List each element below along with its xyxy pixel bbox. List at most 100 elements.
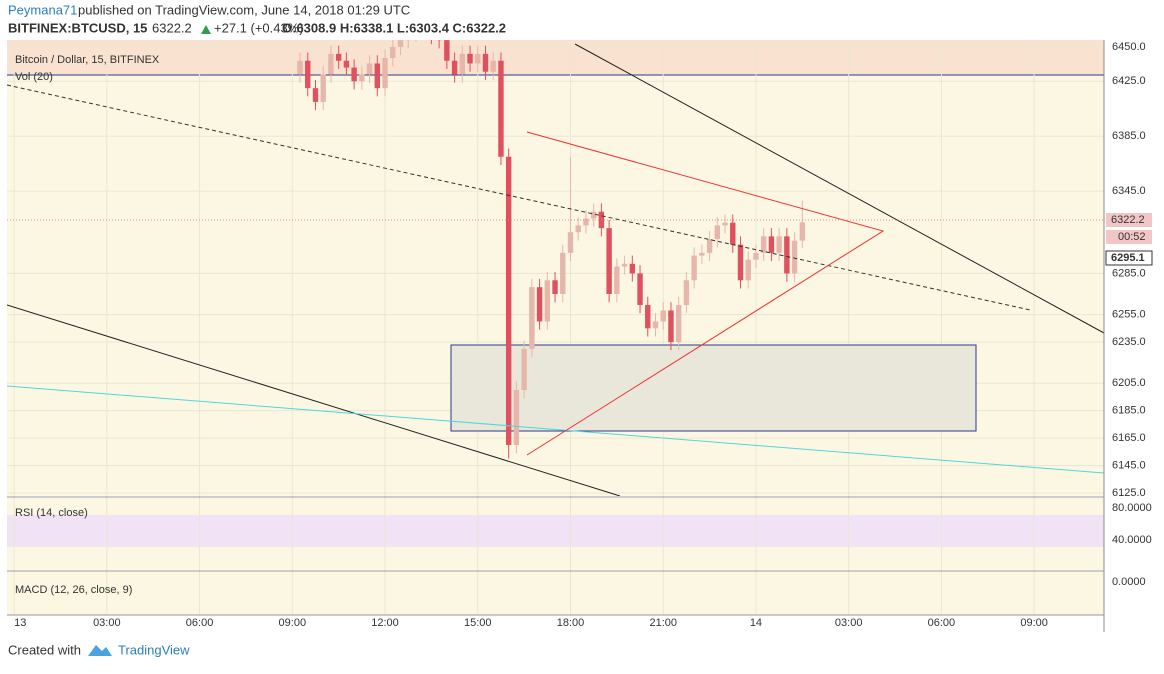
candle-body (745, 259, 751, 281)
candle-body (521, 348, 527, 391)
candle-body (699, 252, 705, 256)
candle-body (467, 53, 473, 64)
candle-body (560, 252, 566, 295)
macd-pane (7, 572, 1104, 615)
candle-body (405, 40, 411, 41)
candle-body (451, 60, 458, 75)
candle-body (359, 74, 365, 82)
candle-body (776, 236, 782, 253)
up-arrow (201, 25, 211, 34)
last-price: 6322.2 (152, 20, 192, 35)
candle-body (305, 60, 311, 89)
y-tick-label: 6165.0 (1112, 432, 1146, 444)
candle-body (536, 287, 543, 322)
author: Peymana71 (8, 2, 77, 17)
symbol: BITFINEX:BTCUSD, 15 (8, 20, 147, 35)
candle-body (791, 240, 798, 274)
x-tick-label: 06:00 (928, 617, 956, 629)
support-box (450, 344, 977, 432)
resistance-zone (7, 40, 1104, 75)
logo (88, 645, 112, 656)
trendline (7, 385, 1104, 474)
x-tick-label: 18:00 (557, 617, 585, 629)
price-tag (1106, 213, 1152, 227)
candle-body (552, 280, 558, 295)
ohlc: O:6308.9 H:6338.1 L:6303.4 C:6322.2 (282, 20, 506, 35)
brand: TradingView (118, 642, 190, 657)
y-tick-label: 6145.0 (1112, 459, 1146, 471)
y-tick-label: 6385.0 (1112, 130, 1146, 142)
rsi-label: RSI (14, close) (15, 507, 88, 519)
y-tick-label: 6425.0 (1112, 75, 1146, 87)
candle-body (436, 40, 442, 41)
candle-body (390, 46, 396, 58)
trendline (574, 43, 1104, 334)
drawings (7, 43, 1104, 496)
candle-body (590, 211, 597, 219)
timer-tag (1106, 230, 1152, 244)
change: +27.1 (+0.43%) (214, 20, 304, 35)
candle-body (683, 280, 690, 305)
level-tag (1105, 250, 1153, 266)
timer-text: 00:52 (1118, 231, 1146, 243)
candle-body (575, 225, 581, 233)
candle-body (312, 88, 319, 102)
trendline (7, 304, 621, 496)
candle-body (505, 156, 512, 445)
candle-body (482, 53, 489, 72)
candle-body (784, 236, 790, 274)
candle-body (722, 222, 728, 226)
candle-body (297, 60, 303, 75)
candle-body (637, 273, 643, 305)
y-tick-label: 6285.0 (1112, 267, 1146, 279)
candle-body (351, 67, 357, 82)
x-tick-label: 06:00 (186, 617, 214, 629)
candle-body (621, 263, 628, 267)
x-tick-label: 14 (750, 617, 762, 629)
volume-label: Vol (20) (15, 71, 53, 83)
chart-title: Bitcoin / Dollar, 15, BITFINEX (15, 54, 160, 66)
y-tick-label: 6450.0 (1112, 41, 1146, 53)
candle-body (544, 280, 551, 322)
published: published on TradingView.com, June 14, 2… (78, 2, 410, 17)
x-tick-label: 03:00 (835, 617, 863, 629)
candle-body (668, 310, 674, 343)
x-tick-label: 21:00 (649, 617, 677, 629)
candle-body (645, 304, 651, 329)
candle-body (529, 287, 535, 349)
candle-body (320, 74, 326, 102)
y-tick-label: 6205.0 (1112, 377, 1146, 389)
candles (297, 40, 806, 459)
candle-body (397, 40, 404, 47)
candle-body (366, 63, 373, 75)
candle-body (691, 255, 697, 281)
candle-body (606, 228, 612, 295)
x-tick-label: 15:00 (464, 617, 492, 629)
y-tick-label: 6125.0 (1112, 487, 1146, 499)
y-tick-label: 6345.0 (1112, 185, 1146, 197)
candle-body (629, 263, 636, 274)
macd-label: MACD (12, 26, close, 9) (15, 584, 132, 596)
candle-body (513, 390, 520, 445)
candle-body (382, 57, 388, 89)
macd-tick: 0.0000 (1112, 576, 1146, 588)
candle-body (760, 236, 767, 253)
candle-body (737, 244, 744, 281)
x-tick-label: 03:00 (93, 617, 121, 629)
rsi-band (7, 515, 1104, 547)
rsi-tick: 80.0000 (1112, 502, 1152, 514)
candle-body (343, 60, 350, 68)
candle-body (567, 232, 574, 253)
candle-body (498, 60, 504, 157)
y-tick-label: 6235.0 (1112, 336, 1146, 348)
y-tick-label: 6185.0 (1112, 405, 1146, 417)
candle-body (660, 310, 666, 322)
x-tick-label: 13 (14, 617, 26, 629)
price-tag-text: 6322.2 (1111, 214, 1145, 226)
candle-body (768, 236, 775, 253)
candle-body (614, 266, 620, 295)
candle-body (753, 252, 759, 260)
candle-body (730, 222, 736, 245)
